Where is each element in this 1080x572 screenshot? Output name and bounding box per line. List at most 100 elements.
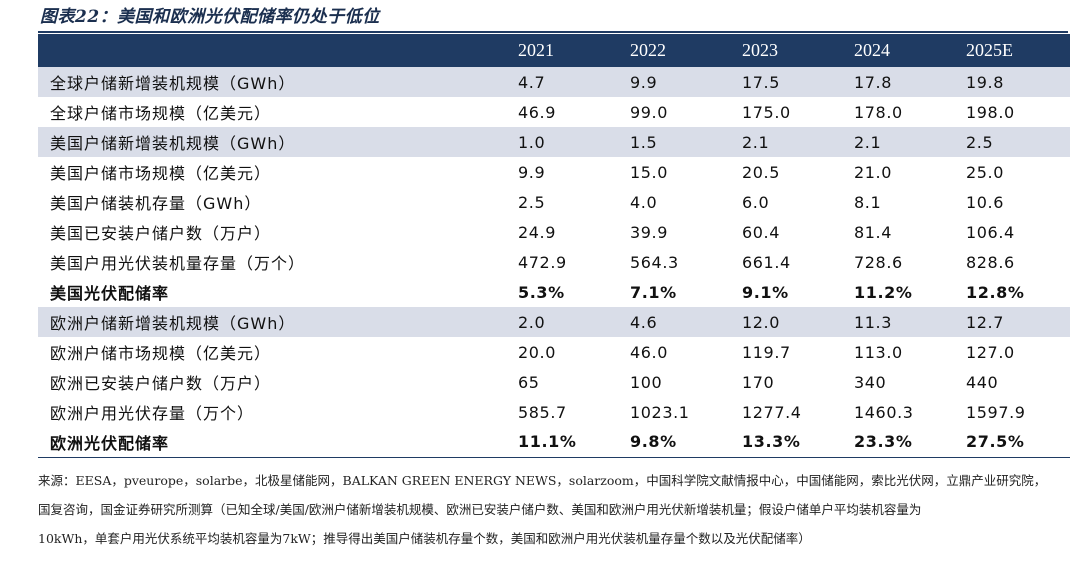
- table-cell: 23.3%: [854, 432, 913, 452]
- table-cell: 2.5: [966, 132, 994, 152]
- table-cell: 4.6: [630, 312, 658, 332]
- table-cell: 9.9: [518, 162, 546, 182]
- header-cell: 2022: [630, 40, 666, 60]
- table-cell: 17.5: [742, 72, 781, 92]
- table-cell: 19.8: [966, 72, 1005, 92]
- table-row: 美国光伏配储率 5.3% 7.1% 9.1% 11.2% 12.8%: [38, 277, 1070, 307]
- table-cell: 2.1: [742, 132, 770, 152]
- table-cell: 585.7: [518, 402, 567, 422]
- header-cell: 2021: [518, 40, 554, 60]
- table-row: 美国户用光伏装机量存量（万个） 472.9 564.3 661.4 728.6 828.6: [38, 247, 1070, 277]
- row-label: 美国户用光伏装机量存量（万个）: [50, 254, 306, 273]
- row-label: 欧洲户用光伏存量（万个）: [50, 404, 255, 423]
- table-cell: 440: [966, 372, 999, 392]
- table-row: 美国户储市场规模（亿美元） 9.9 15.0 20.5 21.0 25.0: [38, 157, 1070, 187]
- table-cell: 8.1: [854, 192, 882, 212]
- row-label: 欧洲户储市场规模（亿美元）: [50, 344, 272, 363]
- table-cell: 39.9: [630, 222, 669, 242]
- table-cell: 2.1: [854, 132, 882, 152]
- table-cell: 46.0: [630, 342, 669, 362]
- table-cell: 11.1%: [518, 432, 577, 452]
- table-header-row: 2021 2022 2023 2024 2025E: [38, 34, 1070, 67]
- source-line: 来源：EESA，pveurope，solarbe，北极星储能网，BALKAN G…: [38, 473, 1047, 488]
- row-label: 欧洲户储新增装机规模（GWh）: [50, 314, 296, 333]
- table-cell: 20.0: [518, 342, 557, 362]
- table-cell: 9.1%: [742, 282, 789, 302]
- table-cell: 12.7: [966, 312, 1005, 332]
- row-label: 欧洲光伏配储率: [50, 433, 170, 453]
- table-row: 欧洲户储新增装机规模（GWh） 2.0 4.6 12.0 11.3 12.7: [38, 307, 1070, 337]
- table-cell: 27.5%: [966, 432, 1025, 452]
- table-cell: 10.6: [966, 192, 1005, 212]
- table-cell: 170: [742, 372, 775, 392]
- table-cell: 340: [854, 372, 887, 392]
- table-row: 美国已安装户储户数（万户） 24.9 39.9 60.4 81.4 106.4: [38, 217, 1070, 247]
- source-line: 10kWh，单套户用光伏系统平均装机容量为7kW；推导得出美国户储装机存量个数，…: [38, 531, 811, 546]
- table-cell: 661.4: [742, 252, 791, 272]
- table-cell: 24.9: [518, 222, 557, 242]
- table-cell: 7.1%: [630, 282, 677, 302]
- data-table: 2021 2022 2023 2024 2025E 全球户储新增装机规模（GWh…: [38, 34, 1070, 458]
- row-label: 美国户储新增装机规模（GWh）: [50, 134, 296, 153]
- row-label: 美国户储装机存量（GWh）: [50, 194, 262, 213]
- table-cell: 4.0: [630, 192, 658, 212]
- table-cell: 46.9: [518, 102, 557, 122]
- table-cell: 65: [518, 372, 540, 392]
- table-cell: 2.0: [518, 312, 546, 332]
- table-cell: 1.0: [518, 132, 546, 152]
- table-cell: 828.6: [966, 252, 1015, 272]
- table-cell: 15.0: [630, 162, 669, 182]
- table-cell: 1277.4: [742, 402, 802, 422]
- source-line: 国复咨询，国金证券研究所测算（已知全球/美国/欧洲户储新增装机规模、欧洲已安装户…: [38, 502, 922, 517]
- row-label: 全球户储新增装机规模（GWh）: [50, 74, 296, 93]
- table-cell: 2.5: [518, 192, 546, 212]
- header-cell: 2025E: [966, 40, 1013, 60]
- table-cell: 564.3: [630, 252, 679, 272]
- table-cell: 175.0: [742, 102, 791, 122]
- header-cell: 2023: [742, 40, 778, 60]
- table-cell: 1597.9: [966, 402, 1026, 422]
- figure-title: 图表22：美国和欧洲光伏配储率仍处于低位: [40, 7, 380, 27]
- row-label: 欧洲已安装户储户数（万户）: [50, 374, 272, 393]
- title-divider: [38, 31, 1068, 33]
- table-cell: 198.0: [966, 102, 1015, 122]
- table-cell: 12.8%: [966, 282, 1025, 302]
- table-cell: 17.8: [854, 72, 893, 92]
- table-cell: 21.0: [854, 162, 893, 182]
- table-cell: 472.9: [518, 252, 567, 272]
- row-label: 美国已安装户储户数（万户）: [50, 224, 272, 243]
- table-cell: 11.2%: [854, 282, 913, 302]
- table-row: 欧洲光伏配储率 11.1% 9.8% 13.3% 23.3% 27.5%: [38, 427, 1070, 457]
- table-row: 全球户储市场规模（亿美元） 46.9 99.0 175.0 178.0 198.0: [38, 97, 1070, 127]
- table-cell: 4.7: [518, 72, 546, 92]
- table-row: 欧洲户用光伏存量（万个） 585.7 1023.1 1277.4 1460.3 1597.…: [38, 397, 1070, 427]
- table-cell: 9.9: [630, 72, 658, 92]
- source-note: 来源：EESA，pveurope，solarbe，北极星储能网，BALKAN G…: [38, 466, 1072, 553]
- table-cell: 25.0: [966, 162, 1005, 182]
- table-row: 美国户储新增装机规模（GWh） 1.0 1.5 2.1 2.1 2.5: [38, 127, 1070, 157]
- table-cell: 113.0: [854, 342, 903, 362]
- table-cell: 119.7: [742, 342, 791, 362]
- table-row: 欧洲户储市场规模（亿美元） 20.0 46.0 119.7 113.0 127.0: [38, 337, 1070, 367]
- table-cell: 106.4: [966, 222, 1015, 242]
- table-cell: 13.3%: [742, 432, 801, 452]
- table-cell: 12.0: [742, 312, 781, 332]
- row-label: 美国户储市场规模（亿美元）: [50, 164, 272, 183]
- table-cell: 11.3: [854, 312, 893, 332]
- table-cell: 127.0: [966, 342, 1015, 362]
- row-label: 全球户储市场规模（亿美元）: [50, 104, 272, 123]
- table-cell: 60.4: [742, 222, 781, 242]
- table-cell: 100: [630, 372, 663, 392]
- table-cell: 20.5: [742, 162, 781, 182]
- table-cell: 178.0: [854, 102, 903, 122]
- table-row: 欧洲已安装户储户数（万户） 65 100 170 340 440: [38, 367, 1070, 397]
- row-label: 美国光伏配储率: [50, 284, 170, 303]
- table-cell: 6.0: [742, 192, 770, 212]
- table-cell: 81.4: [854, 222, 893, 242]
- table-cell: 1023.1: [630, 402, 690, 422]
- table-cell: 728.6: [854, 252, 903, 272]
- table-cell: 1460.3: [854, 402, 914, 422]
- table-row: 全球户储新增装机规模（GWh） 4.7 9.9 17.5 17.8 19.8: [38, 67, 1070, 97]
- table-row: 美国户储装机存量（GWh） 2.5 4.0 6.0 8.1 10.6: [38, 187, 1070, 217]
- table-body: 全球户储新增装机规模（GWh） 4.7 9.9 17.5 17.8 19.8 全球户储市场规…: [38, 67, 1070, 457]
